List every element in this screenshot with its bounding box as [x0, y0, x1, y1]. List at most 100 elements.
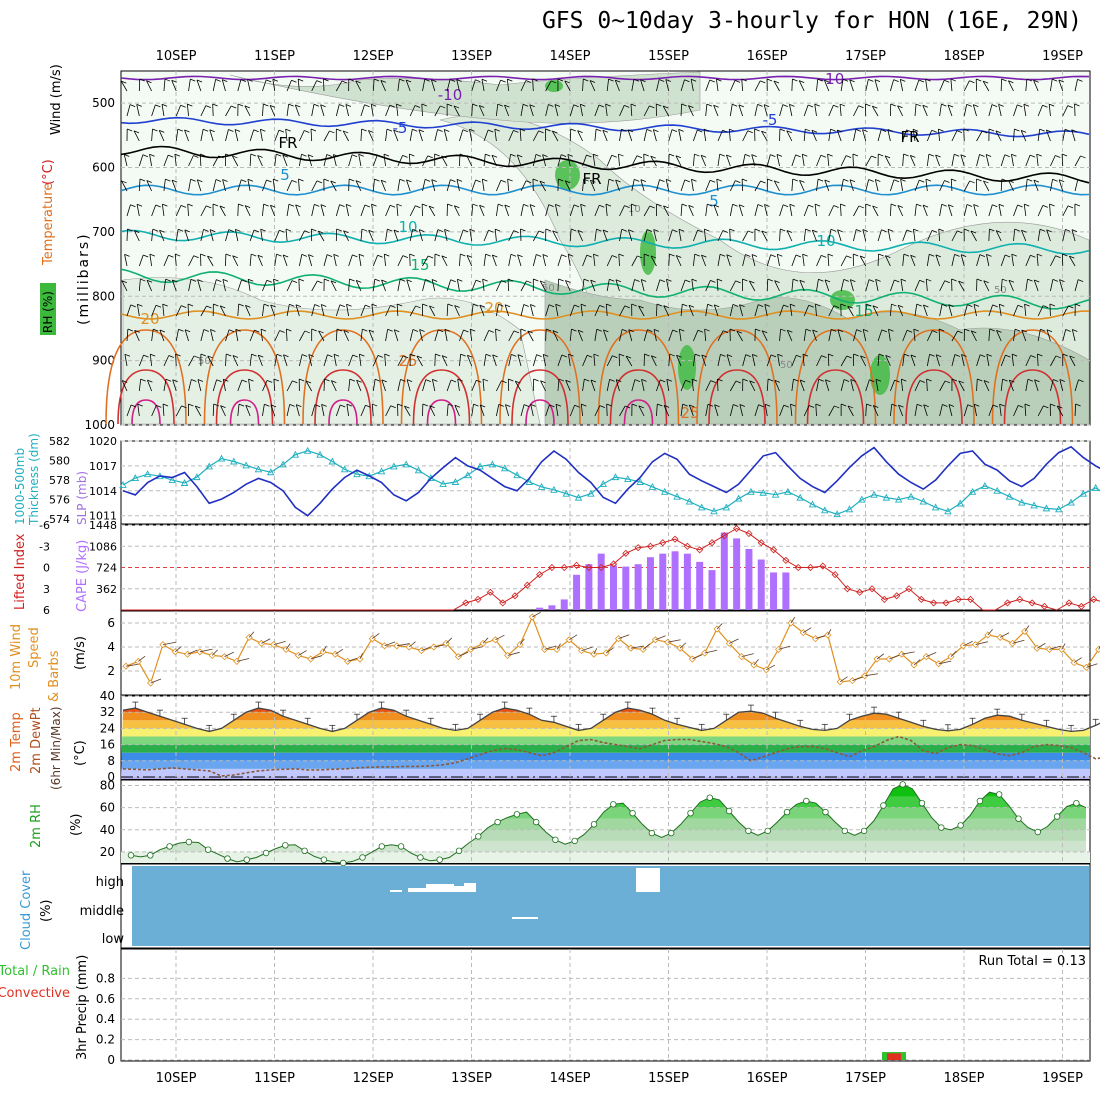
- wind-barb: [212, 179, 217, 192]
- wind-barb: [188, 355, 195, 367]
- wind-barb: [370, 104, 374, 117]
- wind-barb: [471, 380, 477, 392]
- wind-barb: [459, 329, 464, 342]
- wind-barb-flag: [485, 253, 491, 257]
- wind-barb: [705, 104, 708, 117]
- wind-barb-flag: [216, 379, 222, 383]
- wind-barb-flag: [663, 205, 669, 209]
- wind-barb: [409, 305, 416, 317]
- wind-barb-flag: [910, 155, 916, 158]
- wind-barb-flag: [416, 355, 423, 359]
- wind-barb-flag: [565, 280, 571, 283]
- wind-barb: [372, 633, 380, 639]
- wind-barb: [662, 105, 670, 117]
- wind-barb-flag: [136, 203, 143, 207]
- wind-barb-flag: [922, 104, 928, 108]
- wind-barb-flag: [133, 130, 140, 134]
- wind-barb: [705, 280, 711, 292]
- wind-barb-flag: [548, 204, 554, 207]
- wind-barb: [988, 204, 993, 217]
- wind-barb-flag: [856, 229, 862, 232]
- lifted-point: [806, 563, 815, 572]
- wind-barb: [298, 354, 303, 367]
- wind-barb-flag: [722, 230, 728, 233]
- wind-barb-flag: [570, 228, 577, 232]
- wind-barb: [479, 304, 485, 317]
- wind-barb: [544, 645, 557, 650]
- wind-barb-flag: [390, 305, 396, 308]
- panel-cloud-cover: [120, 863, 1091, 949]
- wind-barb-flag: [849, 79, 855, 83]
- wind-barb-flag: [124, 154, 130, 157]
- wind-barb-flag: [197, 279, 203, 283]
- wind-barb: [914, 280, 920, 292]
- wind-barb-flag: [394, 329, 400, 333]
- wind-barb: [529, 104, 534, 117]
- wind-barb-flag: [906, 129, 912, 133]
- wind-barb-flag: [162, 203, 168, 207]
- cape-tick-label: 362: [96, 583, 117, 596]
- thickness-point: [242, 461, 250, 469]
- wind-barb: [393, 329, 399, 342]
- wind-barb-flag: [311, 228, 317, 232]
- wind-barb: [234, 129, 239, 142]
- rh-point: [533, 818, 540, 826]
- wind-barb: [517, 254, 522, 267]
- wind-barb-flag: [538, 230, 545, 234]
- wind-barb-flag: [343, 330, 349, 333]
- thickness-point: [1067, 498, 1075, 506]
- wind-barb-flag: [751, 254, 758, 257]
- wind-barb: [532, 154, 537, 167]
- wind-barb-flag: [273, 278, 279, 282]
- wind-barb-flag: [825, 379, 831, 383]
- wind-barb: [691, 279, 694, 292]
- wind-barb: [996, 330, 1002, 342]
- wind-barb: [812, 329, 817, 342]
- wind-barb-flag: [318, 330, 324, 334]
- wind-barb-flag: [942, 404, 948, 407]
- cape-bar: [770, 572, 778, 610]
- wind-barb-flag: [633, 78, 640, 82]
- wind-barb: [751, 254, 756, 267]
- wind-barb: [999, 404, 1002, 417]
- wind-barb-flag: [472, 203, 478, 207]
- wind-barb-flag: [689, 404, 695, 408]
- rh-point: [706, 794, 713, 801]
- wind-barb: [396, 104, 399, 117]
- wind-barb-flag: [681, 203, 688, 207]
- wind-barb-flag: [276, 353, 282, 357]
- wind-barb-flag: [557, 78, 564, 82]
- wind-barb: [372, 79, 375, 92]
- wind-barb-flag: [240, 79, 247, 82]
- wind-barb: [594, 104, 600, 117]
- wind-barb: [200, 129, 204, 142]
- wind-barb-flag: [783, 304, 789, 308]
- wind-barb: [554, 204, 559, 217]
- wind-barb-flag: [538, 130, 544, 134]
- rh-point: [552, 836, 559, 843]
- rh-point: [320, 856, 328, 863]
- thickness-point: [414, 466, 423, 474]
- lifted-point: [548, 563, 556, 572]
- wind-barb-flag: [237, 103, 244, 107]
- thickness-point: [180, 479, 189, 486]
- wind-barb-flag: [498, 303, 504, 307]
- wind-barb-flag: [415, 305, 421, 309]
- wind-barb: [237, 79, 242, 92]
- wind-barb: [286, 380, 293, 392]
- wind-barb-flag: [523, 304, 529, 307]
- wind-barb-flag: [1046, 329, 1053, 333]
- wind-barb: [385, 229, 388, 242]
- wind-barb-flag: [1037, 353, 1043, 357]
- wind-barb-flag: [206, 205, 212, 209]
- wind-barb-flag: [931, 230, 938, 233]
- wind-barb: [642, 643, 650, 650]
- wind-barb: [764, 204, 768, 217]
- wind-barb: [815, 304, 817, 317]
- lifted-point: [499, 599, 507, 607]
- wind-barb-flag: [295, 204, 301, 208]
- thickness-point: [599, 480, 607, 487]
- wind-barb: [825, 379, 830, 392]
- wind-barb-flag: [558, 278, 564, 282]
